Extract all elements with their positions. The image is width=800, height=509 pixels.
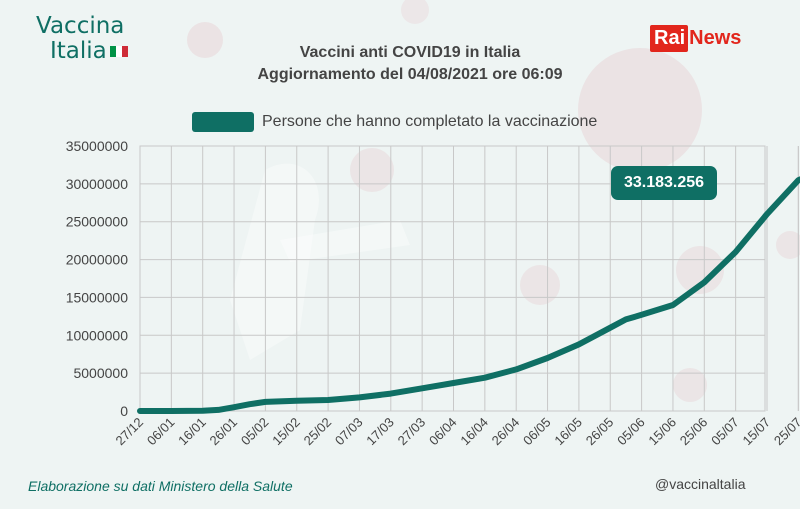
y-axis: 0 5000000 10000000 15000000 20000000 25000000… (66, 138, 129, 419)
rainews-logo-part-1: Rai (650, 24, 689, 52)
y-tick-label: 15000000 (66, 289, 129, 305)
y-tick-label: 20000000 (66, 252, 129, 268)
brand-line-2: Italia (50, 38, 107, 64)
italian-flag-icon (109, 38, 128, 62)
brand-line-1: Vaccina (36, 13, 125, 39)
y-tick-label: 0 (120, 403, 128, 419)
x-tick-label: 05/07 (708, 415, 742, 449)
x-tick-label: 05/02 (238, 415, 272, 449)
legend: Persone che hanno completato la vaccinaz… (192, 112, 597, 132)
x-tick-label: 16/01 (175, 415, 209, 449)
x-tick-label: 25/07 (771, 415, 800, 449)
x-tick-label: 17/03 (363, 415, 397, 449)
x-tick-label: 06/04 (426, 415, 460, 449)
series-layer (137, 176, 800, 414)
x-tick-label: 27/12 (113, 415, 147, 449)
chart-title: Vaccini anti COVID19 in Italia (299, 44, 521, 61)
x-tick-label: 06/05 (520, 415, 554, 449)
total-callout: 33.183.256 (611, 166, 717, 200)
x-tick-label: 25/02 (301, 415, 335, 449)
rainews-logo: Rai News (650, 24, 741, 52)
source-note: Elaborazione su dati Ministero della Sal… (28, 478, 293, 494)
x-tick-label: 06/01 (144, 415, 178, 449)
y-tick-label: 30000000 (66, 176, 129, 192)
legend-entry: Persone che hanno completato la vaccinaz… (262, 113, 598, 130)
x-tick-label: 26/04 (489, 415, 523, 449)
x-tick-label: 15/07 (740, 415, 774, 449)
social-handle: @vaccinaltalia (655, 476, 746, 492)
x-axis: 27/1206/0116/0126/0105/0215/0225/0207/03… (113, 415, 800, 449)
rainews-logo-part-2: News (689, 26, 742, 49)
x-tick-label: 16/05 (551, 415, 585, 449)
legend-swatch (192, 112, 254, 132)
y-tick-label: 5000000 (73, 365, 128, 381)
y-tick-label: 35000000 (66, 138, 129, 154)
x-tick-label: 07/03 (332, 415, 366, 449)
brand-logo: Vaccina Italia (36, 14, 128, 63)
chart-subtitle: Aggiornamento del 04/08/2021 ore 06:09 (257, 66, 563, 83)
x-tick-label: 27/03 (395, 415, 429, 449)
x-tick-label: 15/06 (645, 415, 679, 449)
x-tick-label: 05/06 (614, 415, 648, 449)
y-tick-label: 25000000 (66, 214, 129, 230)
x-tick-label: 26/05 (583, 415, 617, 449)
series-line (137, 176, 800, 414)
x-tick-label: 26/01 (207, 415, 241, 449)
y-tick-label: 10000000 (66, 327, 129, 343)
x-tick-label: 16/04 (457, 415, 491, 449)
x-tick-label: 15/02 (269, 415, 303, 449)
x-tick-label: 25/06 (677, 415, 711, 449)
